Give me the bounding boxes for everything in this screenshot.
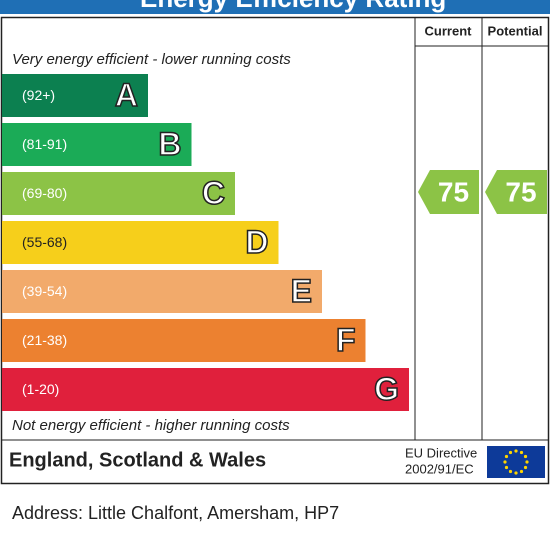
band-letter: D bbox=[245, 224, 268, 260]
band bbox=[2, 319, 366, 362]
band-range: (39-54) bbox=[22, 283, 67, 299]
top-note: Very energy efficient - lower running co… bbox=[12, 51, 291, 68]
region: England, Scotland & Wales bbox=[9, 449, 266, 471]
star bbox=[514, 449, 518, 453]
star bbox=[525, 460, 529, 464]
band-letter: C bbox=[202, 175, 225, 211]
band bbox=[2, 270, 322, 313]
star bbox=[508, 450, 513, 455]
header-bar bbox=[0, 0, 550, 14]
band bbox=[2, 74, 148, 117]
band bbox=[2, 172, 235, 215]
band bbox=[2, 123, 192, 166]
band-letter: G bbox=[374, 371, 399, 407]
band-range: (92+) bbox=[22, 87, 55, 103]
rating-arrow bbox=[418, 170, 479, 214]
column-header: Current bbox=[425, 23, 473, 38]
star bbox=[514, 471, 518, 475]
frame bbox=[0, 16, 550, 485]
rating-value: 75 bbox=[438, 176, 469, 207]
directive: EU Directive bbox=[405, 445, 477, 460]
star bbox=[523, 454, 528, 459]
bands: (92+) A (81-91) B (69-80) C (55-68) D (39-54) E (2… bbox=[2, 74, 547, 411]
band-range: (1-20) bbox=[22, 381, 59, 397]
band bbox=[2, 221, 279, 264]
band-letter: E bbox=[291, 273, 312, 309]
rating-value: 75 bbox=[505, 176, 536, 207]
star bbox=[504, 465, 509, 470]
band-range: (21-38) bbox=[22, 332, 67, 348]
bottom-note: Not energy efficient - higher running co… bbox=[12, 417, 290, 434]
rating-arrow bbox=[485, 170, 547, 214]
band bbox=[2, 368, 409, 411]
star bbox=[504, 454, 509, 459]
band-letter: A bbox=[115, 77, 138, 113]
star bbox=[503, 460, 507, 464]
band-letter: F bbox=[336, 322, 356, 358]
band-range: (55-68) bbox=[22, 234, 67, 250]
star bbox=[519, 450, 524, 455]
address: Address: Little Chalfont, Amersham, HP7 bbox=[12, 503, 339, 523]
star bbox=[508, 469, 513, 474]
header-title: Energy Efficiency Rating bbox=[140, 0, 446, 13]
band-range: (69-80) bbox=[22, 185, 67, 201]
column-header: Potential bbox=[488, 23, 543, 38]
band-letter: B bbox=[158, 126, 181, 162]
star bbox=[523, 465, 528, 470]
star bbox=[519, 469, 524, 474]
eu-flag bbox=[487, 446, 545, 478]
band-range: (81-91) bbox=[22, 136, 67, 152]
directive: 2002/91/EC bbox=[405, 461, 474, 476]
